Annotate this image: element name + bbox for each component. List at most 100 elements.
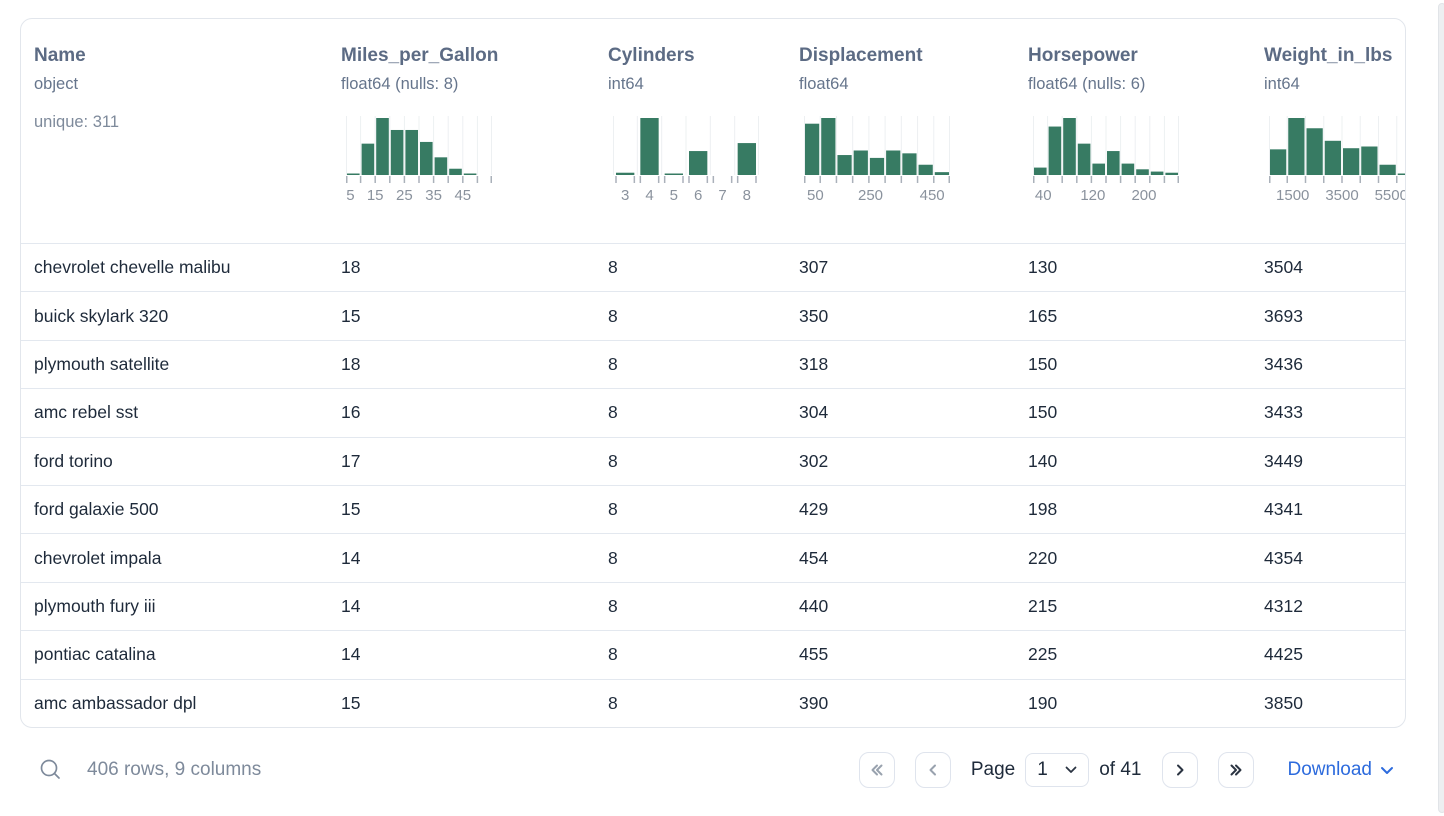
table-cell: ford galaxie 500 xyxy=(34,499,159,520)
column-histogram: 5 15 25 35 45 xyxy=(346,116,492,204)
page-count: of 41 xyxy=(1099,759,1142,780)
histogram-tick-label: 50 xyxy=(807,187,824,204)
table-row[interactable]: amc rebel sst 16 8 304 150 3433 xyxy=(21,388,1405,436)
page-label: Page xyxy=(970,759,1016,780)
table-row[interactable]: amc ambassador dpl 15 8 390 190 3850 xyxy=(21,678,1405,727)
table-row[interactable]: chevrolet impala 14 8 454 220 4354 xyxy=(21,533,1405,581)
table-row[interactable]: pontiac catalina 14 8 455 225 4425 xyxy=(21,630,1405,678)
histogram-tick-label: 5500 xyxy=(1375,187,1406,204)
column-header[interactable]: Cylinders int64 3 4 5 6 7 8 xyxy=(595,19,786,243)
table-cell: 190 xyxy=(1028,692,1058,713)
chevron-right-icon xyxy=(1176,764,1183,776)
histogram-tick-label: 3500 xyxy=(1325,187,1358,204)
table-row[interactable]: plymouth satellite 18 8 318 150 3436 xyxy=(21,339,1405,388)
table-cell: 14 xyxy=(341,547,361,568)
table-cell: 4312 xyxy=(1264,595,1303,616)
column-header[interactable]: Miles_per_Gallon float64 (nulls: 8) 5 15 25 3… xyxy=(328,19,595,243)
histogram-tick-label: 8 xyxy=(743,187,751,204)
table-cell: 3433 xyxy=(1264,402,1303,423)
chevron-down-icon xyxy=(1065,766,1077,773)
page-group: Page 1 of 41 xyxy=(971,753,1142,787)
histogram-tick-label: 45 xyxy=(454,187,471,204)
table-cell: 18 xyxy=(341,257,361,278)
table-row[interactable]: ford galaxie 500 15 8 429 198 4341 xyxy=(21,484,1405,533)
download-label: Download xyxy=(1287,759,1373,780)
page-scrollbar-track[interactable] xyxy=(1438,3,1444,813)
table-cell: buick skylark 320 xyxy=(34,305,169,326)
page-select-value: 1 xyxy=(1037,759,1048,780)
column-title: Weight_in_lbs xyxy=(1264,45,1393,66)
histogram-tick-label: 120 xyxy=(1080,187,1105,204)
histogram-tick-label: 3 xyxy=(621,187,629,204)
table-cell: 8 xyxy=(608,402,618,423)
table-cell: plymouth satellite xyxy=(34,353,170,374)
column-header[interactable]: Displacement float64 50 250 450 xyxy=(786,19,1015,243)
histogram-tick-label: 35 xyxy=(425,187,442,204)
chevron-down-icon xyxy=(1381,766,1393,774)
table-cell: 8 xyxy=(608,595,618,616)
next-page-button[interactable] xyxy=(1161,752,1198,788)
column-header[interactable]: Name object unique: 311 xyxy=(21,19,328,243)
table-cell: 302 xyxy=(799,450,829,471)
table-cell: 16 xyxy=(341,402,361,423)
column-title: Displacement xyxy=(799,45,923,66)
table-row[interactable]: chevrolet chevelle malibu 18 8 307 130 3504 xyxy=(21,243,1405,291)
table-cell: 440 xyxy=(799,595,829,616)
search-icon[interactable] xyxy=(38,757,64,783)
prev-page-button[interactable] xyxy=(914,752,951,788)
table-header: Name object unique: 311 Miles_per_Gallon flo… xyxy=(21,19,1405,243)
table-cell: 14 xyxy=(341,644,361,665)
table-row[interactable]: plymouth fury iii 14 8 440 215 4312 xyxy=(21,581,1405,630)
table-cell: 8 xyxy=(608,257,618,278)
table-cell: 350 xyxy=(799,305,829,326)
table-row[interactable]: ford torino 17 8 302 140 3449 xyxy=(21,436,1405,485)
page-select[interactable]: 1 xyxy=(1025,753,1090,787)
column-title: Name xyxy=(34,45,86,66)
histogram-tick-label: 250 xyxy=(858,187,883,204)
column-dtype: int64 xyxy=(608,75,644,93)
table-cell: 8 xyxy=(608,547,618,568)
table-cell: 225 xyxy=(1028,644,1058,665)
column-header[interactable]: Weight_in_lbs int64 1500 3500 5500 xyxy=(1251,19,1406,243)
pagination-controls: Page 1 of 41 xyxy=(858,752,1395,788)
table-cell: chevrolet chevelle malibu xyxy=(34,257,231,278)
histogram-tick-label: 1500 xyxy=(1276,187,1309,204)
column-dtype: int64 xyxy=(1264,75,1300,93)
table-cell: plymouth fury iii xyxy=(34,595,156,616)
column-unique-count: unique: 311 xyxy=(34,113,120,131)
table-cell: 4341 xyxy=(1264,499,1303,520)
table-cell: 15 xyxy=(341,305,361,326)
table-cell: amc rebel sst xyxy=(34,402,139,423)
chevron-left-icon xyxy=(929,764,936,776)
table-cell: 390 xyxy=(799,692,829,713)
column-title: Miles_per_Gallon xyxy=(341,45,499,66)
table-cell: 304 xyxy=(799,402,829,423)
table-cell: 165 xyxy=(1028,305,1058,326)
column-histogram: 40 120 200 xyxy=(1033,116,1179,204)
first-page-button[interactable] xyxy=(858,752,895,788)
table-cell: 455 xyxy=(799,644,829,665)
table-cell: 15 xyxy=(341,499,361,520)
table-row[interactable]: buick skylark 320 15 8 350 165 3693 xyxy=(21,291,1405,339)
table-cell: 3693 xyxy=(1264,305,1303,326)
last-page-button[interactable] xyxy=(1217,752,1254,788)
table-cell: 220 xyxy=(1028,547,1058,568)
table-cell: 8 xyxy=(608,692,618,713)
table-cell: 3436 xyxy=(1264,353,1303,374)
table-body: chevrolet chevelle malibu 18 8 307 130 3504 bu… xyxy=(21,243,1405,727)
table-cell: 215 xyxy=(1028,595,1058,616)
table-cell: amc ambassador dpl xyxy=(34,692,197,713)
download-button[interactable]: Download xyxy=(1288,759,1395,781)
table-cell: ford torino xyxy=(34,450,113,471)
column-dtype: float64 xyxy=(799,75,849,93)
histogram-tick-label: 6 xyxy=(694,187,702,204)
table-cell: 454 xyxy=(799,547,829,568)
status-area: 406 rows, 9 columns xyxy=(38,757,261,783)
chevrons-left-icon xyxy=(871,764,883,776)
column-dtype: float64 (nulls: 6) xyxy=(1028,75,1146,93)
table-cell: 8 xyxy=(608,353,618,374)
table-cell: 17 xyxy=(341,450,361,471)
table-cell: 198 xyxy=(1028,499,1058,520)
column-header[interactable]: Horsepower float64 (nulls: 6) 40 120 200 xyxy=(1015,19,1251,243)
